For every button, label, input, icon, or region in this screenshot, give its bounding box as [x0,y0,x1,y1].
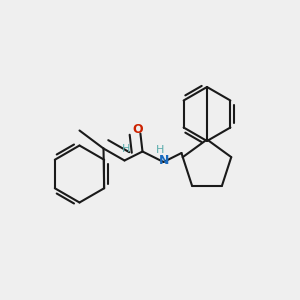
Text: O: O [132,123,143,136]
Text: H: H [156,145,164,155]
Text: H: H [122,143,130,154]
Text: N: N [159,154,170,167]
